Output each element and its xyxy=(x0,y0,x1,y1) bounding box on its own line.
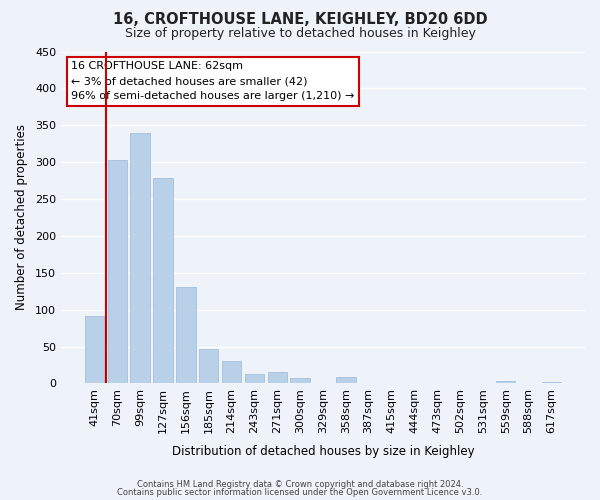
Bar xyxy=(107,160,127,384)
Text: Size of property relative to detached houses in Keighley: Size of property relative to detached ho… xyxy=(125,28,475,40)
Bar xyxy=(268,372,287,384)
Text: Contains HM Land Registry data © Crown copyright and database right 2024.: Contains HM Land Registry data © Crown c… xyxy=(137,480,463,489)
Bar xyxy=(290,378,310,384)
Y-axis label: Number of detached properties: Number of detached properties xyxy=(15,124,28,310)
Text: 16 CROFTHOUSE LANE: 62sqm
← 3% of detached houses are smaller (42)
96% of semi-d: 16 CROFTHOUSE LANE: 62sqm ← 3% of detach… xyxy=(71,62,355,101)
Text: Contains public sector information licensed under the Open Government Licence v3: Contains public sector information licen… xyxy=(118,488,482,497)
Bar xyxy=(154,178,173,384)
X-axis label: Distribution of detached houses by size in Keighley: Distribution of detached houses by size … xyxy=(172,444,474,458)
Bar xyxy=(85,316,104,384)
Bar xyxy=(222,360,241,384)
Text: 16, CROFTHOUSE LANE, KEIGHLEY, BD20 6DD: 16, CROFTHOUSE LANE, KEIGHLEY, BD20 6DD xyxy=(113,12,487,28)
Bar xyxy=(176,287,196,384)
Bar xyxy=(336,377,356,384)
Bar xyxy=(496,381,515,384)
Bar xyxy=(199,348,218,384)
Bar xyxy=(542,382,561,384)
Bar xyxy=(130,132,150,384)
Bar xyxy=(245,374,264,384)
